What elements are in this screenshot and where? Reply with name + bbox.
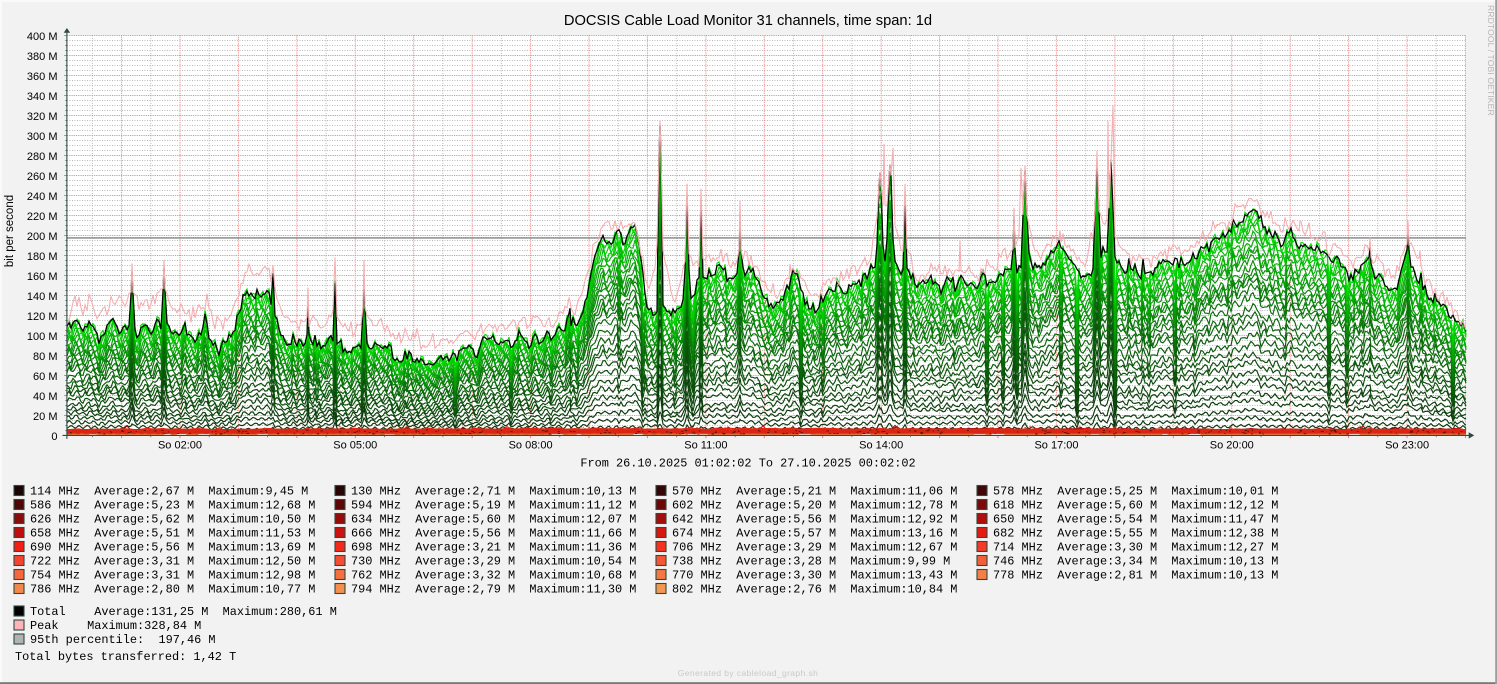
svg-text:714 MHz Average:3,30 M Maxim: 714 MHz Average:3,30 M Maximum:12,27 M [993, 541, 1278, 555]
svg-text:650 MHz Average:5,54 M Maxim: 650 MHz Average:5,54 M Maximum:11,47 M [993, 513, 1278, 527]
svg-text:240 M: 240 M [27, 191, 58, 203]
svg-text:160 M: 160 M [27, 271, 58, 283]
svg-text:80 M: 80 M [33, 351, 57, 363]
svg-text:260 M: 260 M [27, 171, 58, 183]
svg-text:618 MHz Average:5,60 M Maxim: 618 MHz Average:5,60 M Maximum:12,12 M [993, 499, 1278, 513]
svg-text:666 MHz Average:5,56 M Maxim: 666 MHz Average:5,56 M Maximum:11,66 M [351, 527, 636, 541]
svg-text:100 M: 100 M [27, 331, 58, 343]
svg-text:730 MHz Average:3,29 M Maxim: 730 MHz Average:3,29 M Maximum:10,54 M [351, 555, 636, 569]
svg-text:754 MHz Average:3,31 M Maxim: 754 MHz Average:3,31 M Maximum:12,98 M [30, 569, 315, 583]
svg-text:746 MHz Average:3,34 M Maxim: 746 MHz Average:3,34 M Maximum:10,13 M [993, 555, 1278, 569]
svg-text:320 M: 320 M [27, 111, 58, 123]
svg-text:Total Average:131,25 M Max: Total Average:131,25 M Maximum:280,61 M [30, 605, 337, 619]
svg-text:738 MHz Average:3,28 M Maxim: 738 MHz Average:3,28 M Maximum:9,99 M [672, 555, 950, 569]
svg-text:586 MHz Average:5,23 M Maxim: 586 MHz Average:5,23 M Maximum:12,68 M [30, 499, 315, 513]
svg-text:95th percentile: 197,46 M: 95th percentile: 197,46 M [30, 633, 216, 647]
svg-text:778 MHz Average:2,81 M Maxim: 778 MHz Average:2,81 M Maximum:10,13 M [993, 569, 1278, 583]
svg-text:626 MHz Average:5,62 M Maxim: 626 MHz Average:5,62 M Maximum:10,50 M [30, 513, 315, 527]
svg-text:280 M: 280 M [27, 151, 58, 163]
svg-text:So 14:00: So 14:00 [859, 440, 903, 452]
svg-text:So 05:00: So 05:00 [333, 440, 377, 452]
svg-text:60 M: 60 M [33, 371, 57, 383]
svg-text:Total bytes transferred: 1,42: Total bytes transferred: 1,42 T [15, 650, 236, 664]
svg-text:So 02:00: So 02:00 [158, 440, 202, 452]
svg-text:682 MHz Average:5,55 M Maxim: 682 MHz Average:5,55 M Maximum:12,38 M [993, 527, 1278, 541]
svg-text:RRDTOOL / TOBI OETIKER: RRDTOOL / TOBI OETIKER [1486, 5, 1496, 116]
svg-text:So 20:00: So 20:00 [1210, 440, 1254, 452]
svg-text:140 M: 140 M [27, 291, 58, 303]
svg-text:786 MHz Average:2,80 M Maxim: 786 MHz Average:2,80 M Maximum:10,77 M [30, 583, 315, 597]
svg-text:40 M: 40 M [33, 391, 57, 403]
svg-text:So 11:00: So 11:00 [684, 440, 727, 452]
svg-text:130 MHz Average:2,71 M Maxim: 130 MHz Average:2,71 M Maximum:10,13 M [351, 485, 636, 499]
svg-text:Peak Maximum:328,84 M: Peak Maximum:328,84 M [30, 619, 201, 633]
svg-text:594 MHz Average:5,19 M Maxim: 594 MHz Average:5,19 M Maximum:11,12 M [351, 499, 636, 513]
svg-text:642 MHz Average:5,56 M Maxim: 642 MHz Average:5,56 M Maximum:12,92 M [672, 513, 957, 527]
svg-text:658 MHz Average:5,51 M Maxim: 658 MHz Average:5,51 M Maximum:11,53 M [30, 527, 315, 541]
svg-text:180 M: 180 M [27, 251, 58, 263]
svg-text:674 MHz Average:5,57 M Maxim: 674 MHz Average:5,57 M Maximum:13,16 M [672, 527, 957, 541]
svg-text:300 M: 300 M [27, 131, 58, 143]
svg-text:Generated by cableload_graph.s: Generated by cableload_graph.sh [678, 668, 818, 678]
svg-text:DOCSIS Cable Load Monitor 31 c: DOCSIS Cable Load Monitor 31 channels, t… [564, 13, 932, 29]
svg-text:114 MHz Average:2,67 M Maxim: 114 MHz Average:2,67 M Maximum:9,45 M [30, 485, 308, 499]
svg-text:570 MHz Average:5,21 M Maxim: 570 MHz Average:5,21 M Maximum:11,06 M [672, 485, 957, 499]
svg-text:120 M: 120 M [27, 311, 58, 323]
svg-text:698 MHz Average:3,21 M Maxim: 698 MHz Average:3,21 M Maximum:11,36 M [351, 541, 636, 555]
svg-text:400 M: 400 M [27, 31, 58, 43]
svg-text:bit per second: bit per second [4, 195, 16, 267]
svg-text:762 MHz Average:3,32 M Maxim: 762 MHz Average:3,32 M Maximum:10,68 M [351, 569, 636, 583]
svg-text:340 M: 340 M [27, 91, 58, 103]
svg-text:200 M: 200 M [27, 231, 58, 243]
svg-text:20 M: 20 M [33, 411, 57, 423]
svg-text:So 17:00: So 17:00 [1034, 440, 1078, 452]
svg-text:634 MHz Average:5,60 M Maxim: 634 MHz Average:5,60 M Maximum:12,07 M [351, 513, 636, 527]
svg-text:578 MHz Average:5,25 M Maxim: 578 MHz Average:5,25 M Maximum:10,01 M [993, 485, 1278, 499]
svg-text:690 MHz Average:5,56 M Maxim: 690 MHz Average:5,56 M Maximum:13,69 M [30, 541, 315, 555]
svg-text:0: 0 [51, 431, 57, 443]
svg-text:220 M: 220 M [27, 211, 58, 223]
svg-text:380 M: 380 M [27, 51, 58, 63]
svg-text:From 26.10.2025 01:02:02 To 27: From 26.10.2025 01:02:02 To 27.10.2025 0… [580, 457, 915, 471]
svg-text:602 MHz Average:5,20 M Maxim: 602 MHz Average:5,20 M Maximum:12,78 M [672, 499, 957, 513]
svg-text:802 MHz Average:2,76 M Maxim: 802 MHz Average:2,76 M Maximum:10,84 M [672, 583, 957, 597]
svg-text:So 08:00: So 08:00 [509, 440, 553, 452]
svg-text:360 M: 360 M [27, 71, 58, 83]
svg-text:794 MHz Average:2,79 M Maxim: 794 MHz Average:2,79 M Maximum:11,30 M [351, 583, 636, 597]
svg-text:770 MHz Average:3,30 M Maxim: 770 MHz Average:3,30 M Maximum:13,43 M [672, 569, 957, 583]
svg-text:So 23:00: So 23:00 [1385, 440, 1429, 452]
svg-text:722 MHz Average:3,31 M Maxim: 722 MHz Average:3,31 M Maximum:12,50 M [30, 555, 315, 569]
svg-text:706 MHz Average:3,29 M Maxim: 706 MHz Average:3,29 M Maximum:12,67 M [672, 541, 957, 555]
